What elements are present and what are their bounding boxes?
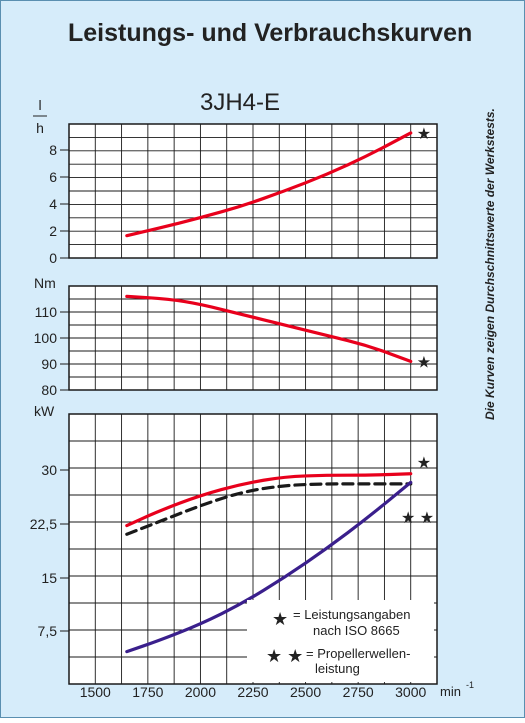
panel-1: 0 2 4 6 8 lh ★	[33, 97, 438, 266]
y-tick-label: 90	[41, 356, 57, 372]
star-marker: ★	[417, 354, 431, 371]
y-tick-label: 110	[35, 304, 58, 320]
panel-2: 80 90 100 110 Nm ★	[34, 275, 438, 398]
y-axis-label-numerator: l	[38, 97, 41, 113]
engine-model: 3JH4-E	[200, 89, 280, 116]
x-tick-label: 3000	[395, 684, 426, 700]
y-tick-label: 22,5	[30, 516, 57, 532]
x-unit-exponent: -1	[466, 680, 474, 690]
legend-double-text-2: leistung	[315, 661, 360, 676]
legend-single-text-2: nach ISO 8665	[313, 623, 400, 638]
y-tick-label: 100	[34, 330, 58, 346]
x-tick-label: 2750	[343, 684, 374, 700]
series-line-2-1	[125, 294, 413, 363]
x-tick-label: 1500	[80, 684, 111, 700]
y-axis-label: kW	[34, 403, 55, 419]
star-marker: ★ ★	[401, 510, 434, 527]
y-tick-label: 0	[49, 250, 57, 266]
x-unit: min	[440, 684, 461, 699]
legend-single-star: ★	[272, 609, 288, 629]
x-tick-label: 2500	[290, 684, 321, 700]
side-note: Die Kurven zeigen Durchschnittswerte der…	[483, 108, 497, 420]
star-marker: ★	[417, 126, 431, 143]
y-axis-label: Nm	[34, 275, 56, 291]
y-tick-label: 8	[49, 142, 57, 158]
y-tick-label: 80	[41, 382, 57, 398]
star-marker: ★	[417, 455, 431, 472]
series-line-1-1	[125, 131, 413, 238]
y-tick-label: 6	[49, 169, 57, 185]
legend-single-text-1: = Leistungsangaben	[293, 607, 410, 622]
chart-title: Leistungs- und Verbrauchskurven	[68, 19, 472, 47]
series-line-3-1	[125, 472, 413, 528]
series-line-3-3	[125, 480, 413, 654]
legend-double-text-1: = Propellerwellen-	[306, 646, 410, 661]
x-tick-label: 2000	[185, 684, 216, 700]
legend: ★ = Leistungsangaben nach ISO 8665 ★ ★ =…	[247, 600, 434, 682]
y-tick-label: 15	[41, 570, 57, 586]
y-tick-label: 7,5	[38, 623, 58, 639]
series-line-3-2	[125, 482, 413, 536]
legend-double-star: ★ ★	[266, 646, 303, 666]
y-tick-label: 2	[49, 223, 57, 239]
legend-box	[247, 600, 434, 682]
x-tick-label: 1750	[132, 684, 163, 700]
y-tick-label: 4	[49, 196, 57, 212]
x-tick-label: 2250	[237, 684, 268, 700]
y-tick-label: 30	[41, 462, 57, 478]
y-axis-label-denominator: h	[36, 120, 44, 136]
